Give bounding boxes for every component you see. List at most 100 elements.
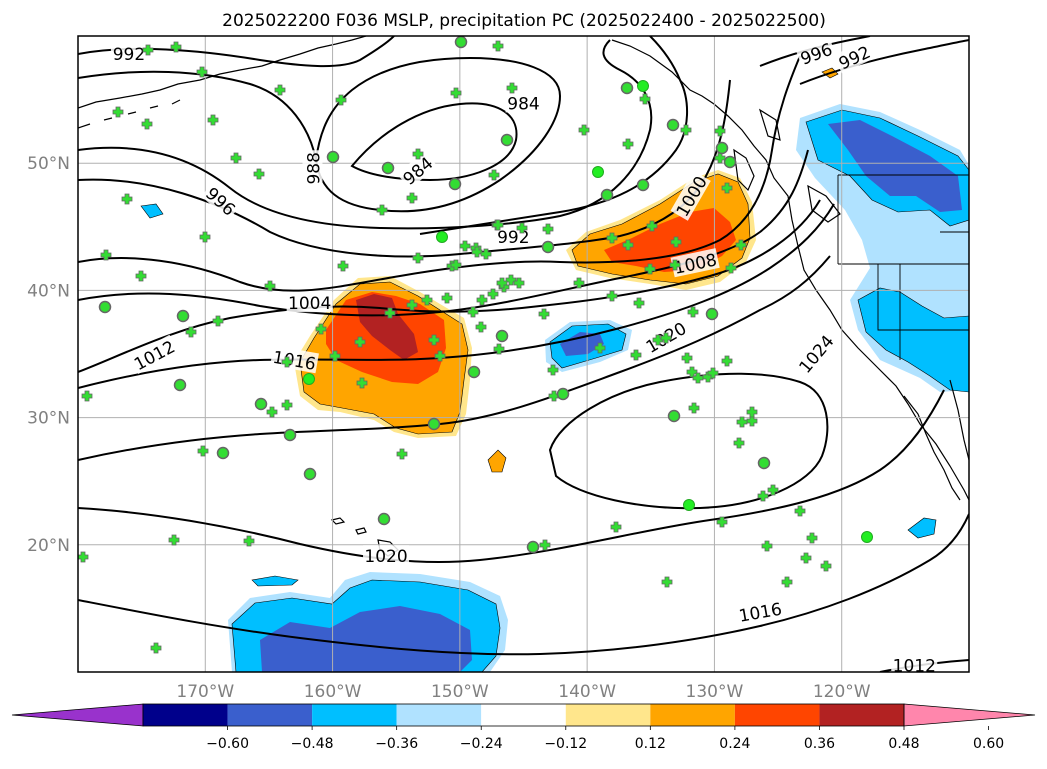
precip-positive-areas: [294, 67, 839, 473]
station-cross: [384, 307, 396, 319]
colorbar-extend-low: [11, 703, 144, 727]
station-dot: [216, 446, 230, 460]
colorbar-tick-label: 0.48: [888, 736, 919, 752]
station-cross: [266, 406, 278, 418]
station-cross: [406, 192, 418, 204]
station-dot: [427, 417, 441, 431]
colorbar-segment: [227, 704, 313, 726]
station-cross: [467, 306, 479, 318]
colorbar-segment: [143, 704, 228, 726]
isobar-label: 996: [795, 37, 837, 70]
station-cross: [434, 350, 446, 362]
station-dot: [715, 141, 729, 155]
station-cross: [412, 148, 424, 160]
station-cross: [781, 576, 793, 588]
station-cross: [692, 372, 704, 384]
isobar-label: 988: [302, 150, 324, 187]
station-dot: [723, 155, 737, 169]
isobar-1012: [78, 199, 821, 373]
station-dot: [98, 300, 112, 314]
station-dot-bright: [592, 166, 604, 178]
precip-blue-southeast: [907, 517, 937, 539]
colorbar-tick-label: −0.12: [544, 736, 587, 752]
station-dot: [467, 365, 481, 379]
colorbar-tick-label: 0.36: [804, 736, 835, 752]
precip-blue-west: [140, 203, 164, 219]
station-cross: [170, 41, 182, 53]
station-cross: [376, 204, 388, 216]
station-cross: [680, 124, 692, 136]
station-cross: [661, 576, 673, 588]
precip-blue-small-south: [251, 575, 299, 587]
colorbar-tick-label: −0.36: [375, 736, 418, 752]
station-cross: [315, 323, 327, 335]
station-cross: [594, 342, 606, 354]
station-cross: [733, 437, 745, 449]
gulf-of-alaska-coast: [611, 39, 969, 501]
alaska-coastline: [78, 36, 367, 109]
lat-label: 20°N: [27, 536, 70, 556]
station-cross: [121, 193, 133, 205]
station-dot: [636, 178, 650, 192]
station-dot: [556, 387, 570, 401]
precip-dark-red-central: [356, 294, 418, 360]
station-cross: [493, 343, 505, 355]
colorbar-segment: [481, 704, 566, 726]
isobar-1016-lower: [78, 513, 969, 656]
colorbar-segment: [734, 704, 820, 726]
isobar-label: 1016: [735, 597, 785, 627]
station-cross: [100, 249, 112, 261]
lon-label: 150°W: [431, 682, 489, 702]
isobar-1020-upper: [78, 255, 831, 461]
station-cross: [757, 490, 769, 502]
station-cross: [644, 263, 656, 275]
station-cross: [714, 125, 726, 137]
station-cross: [78, 551, 89, 563]
station-cross: [542, 223, 554, 235]
station-dot: [454, 36, 468, 49]
isobar-label: 992: [110, 42, 147, 65]
precip-negative-areas: [140, 104, 969, 672]
precip-dark-south: [260, 606, 472, 672]
station-cross: [81, 390, 93, 402]
latitude-labels: 50°N 40°N 30°N 20°N: [27, 154, 70, 556]
station-cross: [702, 371, 714, 383]
station-cross: [539, 539, 551, 551]
station-dot-bright: [637, 80, 649, 92]
isobar-1004: [78, 55, 801, 292]
station-cross: [337, 260, 349, 272]
lon-label: 120°W: [813, 682, 871, 702]
station-cross: [633, 297, 645, 309]
longitude-labels: 170°W 160°W 150°W 140°W 130°W 120°W: [176, 682, 870, 702]
lat-label: 50°N: [27, 154, 70, 174]
station-dot: [326, 150, 340, 164]
station-cross: [687, 306, 699, 318]
station-dot: [667, 409, 681, 423]
colorbar-segment: [565, 704, 651, 726]
station-cross: [606, 232, 618, 244]
station-cross: [475, 321, 487, 333]
station-cross: [459, 240, 471, 252]
figure-title: 2025022200 F036 MSLP, precipitation PC (…: [222, 11, 826, 31]
station-cross: [197, 445, 209, 457]
station-cross: [356, 377, 368, 389]
station-cross: [573, 277, 585, 289]
station-cross: [513, 277, 525, 289]
station-dot: [448, 177, 462, 191]
colorbar-segment: [396, 704, 482, 726]
colorbar-tick-label: −0.48: [291, 736, 334, 752]
observation-markers: [78, 36, 873, 654]
precip-dark-mid: [560, 332, 604, 356]
station-cross: [547, 364, 559, 376]
station-cross: [725, 262, 737, 274]
station-dot: [600, 188, 614, 202]
station-cross: [142, 44, 154, 56]
station-cross: [207, 114, 219, 126]
station-dot: [500, 133, 514, 147]
mexico-coast: [949, 379, 969, 461]
svg-text:1004: 1004: [288, 294, 331, 314]
station-dot-bright: [683, 499, 695, 511]
isobar-992-ne: [799, 39, 969, 85]
station-cross: [354, 336, 366, 348]
station-cross: [480, 248, 492, 260]
